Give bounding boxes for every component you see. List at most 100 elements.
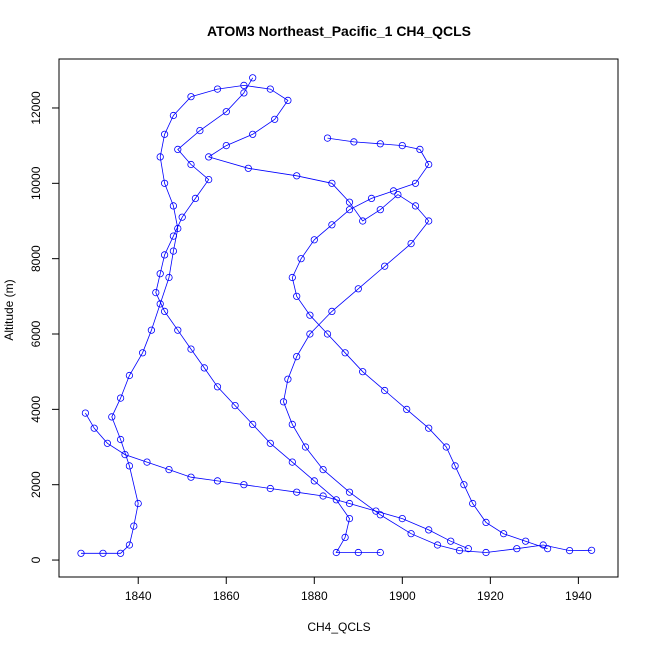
data-point [244, 164, 252, 172]
data-point [213, 477, 222, 485]
data-point [169, 232, 177, 240]
data-point [125, 541, 133, 549]
data-point [271, 115, 279, 123]
data-point [411, 202, 420, 210]
data-point [134, 499, 142, 508]
data-point [187, 160, 195, 169]
data-point [350, 138, 358, 146]
data-point [460, 481, 468, 489]
y-tick-label: 8000 [29, 245, 43, 272]
data-point [156, 153, 164, 161]
data-point [249, 130, 257, 138]
data-point [411, 179, 420, 187]
data-point [293, 352, 301, 361]
data-point [293, 488, 301, 496]
data-point [249, 74, 257, 82]
data-point [433, 541, 442, 549]
y-tick-label: 4000 [29, 396, 43, 423]
series-2 [152, 74, 384, 557]
y-tick-label: 12000 [29, 91, 43, 125]
data-point [425, 160, 433, 169]
data-point [464, 545, 472, 553]
data-point [359, 217, 367, 225]
x-tick-label: 1900 [389, 589, 416, 603]
data-point [381, 262, 389, 270]
data-point [222, 142, 230, 150]
data-point [174, 145, 182, 153]
data-point [328, 221, 336, 229]
data-point [117, 394, 125, 402]
data-point [398, 142, 406, 150]
data-point [442, 443, 450, 451]
data-point [169, 247, 177, 255]
data-point [121, 450, 129, 459]
data-point [156, 300, 164, 308]
data-point [103, 439, 112, 447]
data-point [81, 409, 90, 417]
data-point [345, 206, 354, 214]
data-point [279, 398, 288, 406]
data-point [565, 546, 574, 555]
data-point [200, 364, 208, 372]
series-layer [77, 74, 596, 557]
data-point [319, 492, 327, 500]
x-tick-label: 1940 [565, 589, 592, 603]
data-point [222, 108, 230, 116]
data-point [425, 526, 433, 534]
data-point [284, 375, 292, 383]
data-point [323, 330, 332, 338]
data-point [165, 273, 173, 282]
data-point [407, 530, 415, 538]
data-point [482, 518, 490, 527]
data-point [213, 85, 222, 93]
data-point [310, 477, 318, 485]
series-1 [77, 81, 596, 557]
data-point [328, 179, 336, 187]
data-point [266, 85, 274, 93]
data-point [381, 386, 389, 395]
data-point [143, 458, 151, 466]
data-point [240, 89, 248, 97]
data-point [513, 545, 521, 553]
data-point [447, 537, 455, 545]
data-point [332, 496, 340, 504]
data-point [376, 548, 384, 557]
data-point [178, 213, 186, 221]
x-axis-label: CH4_QCLS [307, 620, 370, 634]
data-point [297, 255, 305, 263]
data-point [332, 548, 340, 557]
data-point [328, 307, 336, 315]
x-tick-label: 1840 [125, 589, 152, 603]
data-point [187, 473, 195, 481]
data-point [152, 288, 160, 297]
data-point [240, 81, 248, 90]
data-point [187, 345, 195, 353]
x-tick-label: 1920 [477, 589, 504, 603]
data-point [174, 326, 182, 334]
data-point [376, 511, 384, 519]
data-point [117, 549, 125, 557]
data-point [389, 187, 398, 195]
y-axis-label: Altitude (m) [2, 279, 16, 340]
data-point [125, 371, 133, 380]
data-point [187, 93, 195, 101]
data-point [77, 549, 85, 557]
y-tick-label: 2000 [29, 471, 43, 498]
data-point [301, 443, 310, 451]
data-point [169, 111, 177, 120]
x-axis: 1840 1860 1880 1900 1920 1940 [125, 577, 592, 603]
data-point [306, 330, 314, 338]
data-point [499, 530, 508, 538]
data-point [288, 420, 296, 428]
data-point [213, 383, 222, 391]
data-point [266, 439, 274, 447]
data-point [367, 194, 376, 202]
data-point [521, 537, 530, 545]
data-point [407, 240, 415, 248]
data-point [354, 285, 362, 293]
data-point [341, 349, 349, 357]
data-point [147, 326, 155, 334]
data-point [398, 514, 406, 523]
plot-frame [58, 58, 619, 578]
data-point [345, 499, 354, 508]
